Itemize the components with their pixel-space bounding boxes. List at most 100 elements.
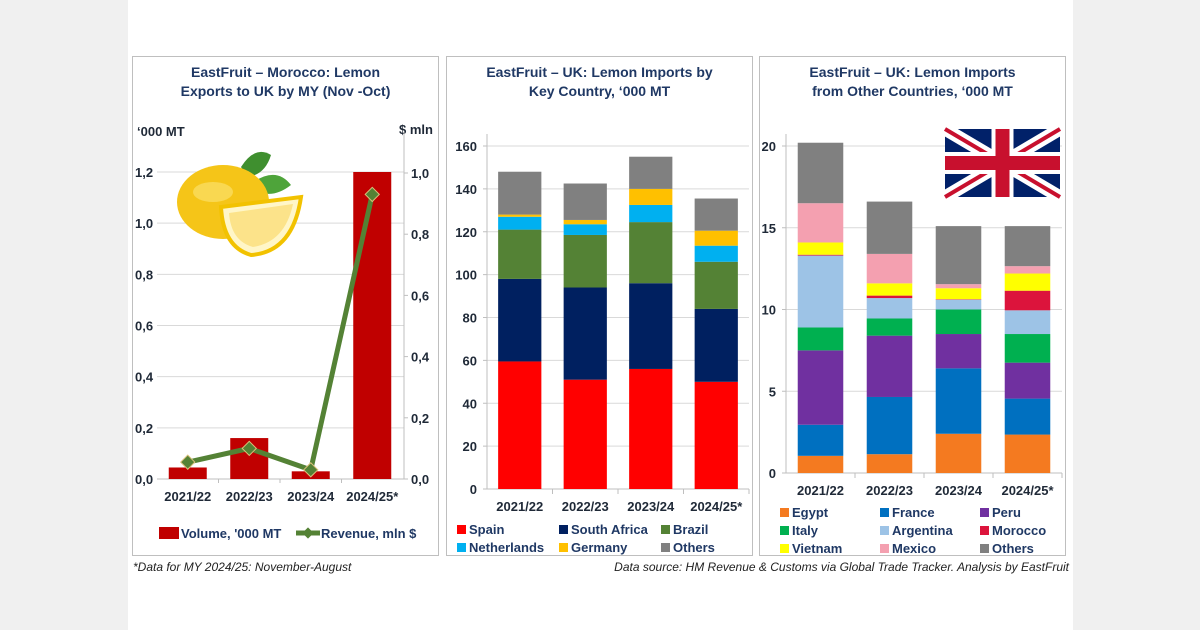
bar-segment-italy — [866, 318, 913, 336]
bar-segment-argentina — [935, 299, 982, 310]
morocco-exports-chart-panel: EastFruit – Morocco: Lemon Exports to UK… — [132, 56, 439, 556]
bar-segment-spain — [629, 368, 673, 489]
left-axis-tick-label: 0,4 — [135, 370, 154, 385]
revenue-line — [187, 193, 375, 474]
legend-label-others: Others — [673, 540, 715, 555]
bar-segment-others — [866, 201, 913, 254]
chart-1-title-line-1: EastFruit – Morocco: Lemon — [190, 64, 381, 80]
left-axis-tick-label: 0,0 — [135, 472, 153, 487]
legend-swatch-argentina — [880, 526, 889, 535]
chart-2-title: EastFruit – UK: Lemon Imports by Key Cou… — [447, 63, 752, 101]
right-axis-tick-label: 0,4 — [411, 350, 430, 365]
legend-swatch-morocco — [980, 526, 989, 535]
uk-imports-key-country-chart-panel: EastFruit – UK: Lemon Imports by Key Cou… — [446, 56, 753, 556]
x-axis-tick-label: 2021/22 — [797, 483, 844, 498]
x-axis-tick-label: 2024/25* — [690, 499, 743, 514]
legend-marker-revenue — [302, 527, 314, 539]
left-axis-unit-label: ‘000 MT — [137, 124, 185, 139]
legend-swatch-brazil — [661, 525, 670, 534]
legend-label-vietnam: Vietnam — [792, 541, 842, 556]
bar-segment-spain — [563, 379, 607, 489]
chart-2-title-line-2: Key Country, ‘000 MT — [528, 83, 671, 99]
legend-label-spain: Spain — [469, 522, 504, 537]
bar-segment-brazil — [694, 261, 738, 309]
lemon-illustration-part — [241, 151, 271, 177]
legend-swatch-south-africa — [559, 525, 568, 534]
bar-segment-south-africa — [694, 308, 738, 382]
chart-1-title-line-2: Exports to UK by MY (Nov -Oct) — [180, 83, 391, 99]
revenue-marker — [179, 454, 196, 470]
footnote-data-period: *Data for MY 2024/25: November-August — [133, 560, 352, 574]
legend-swatch-germany — [559, 543, 568, 552]
bar-segment-mexico — [797, 203, 844, 243]
y-axis-tick-label: 20 — [463, 439, 477, 454]
bar-segment-morocco — [1004, 290, 1051, 311]
bar-segment-italy — [1004, 334, 1051, 363]
y-axis-tick-label: 60 — [463, 353, 477, 368]
left-axis-tick-label: 1,0 — [135, 216, 153, 231]
bar-segment-morocco — [866, 295, 913, 299]
volume-bar — [353, 172, 392, 479]
bar-segment-vietnam — [797, 242, 844, 255]
left-axis-tick-label: 1,2 — [135, 165, 153, 180]
chart-2-title-line-1: EastFruit – UK: Lemon Imports by — [486, 64, 713, 80]
bar-segment-peru — [1004, 362, 1051, 399]
y-axis-tick-label: 140 — [455, 182, 477, 197]
chart-3-svg: 0 5 10 15 20 2021/22 2022/23 2023/24 2024/25* Egy… — [762, 123, 1064, 556]
uk-flag-icon — [941, 123, 1064, 203]
bar-segment-peru — [866, 335, 913, 397]
lemon-illustration-part — [229, 204, 293, 247]
x-axis-tick-label: 2021/22 — [496, 499, 543, 514]
bar-segment-argentina — [797, 255, 844, 328]
legend-label-mexico: Mexico — [892, 541, 936, 556]
bar-segment-vietnam — [935, 288, 982, 300]
legend-swatch-vietnam — [780, 544, 789, 553]
bar-segment-peru — [797, 350, 844, 425]
bar-segment-netherlands — [498, 216, 542, 230]
bar-segment-netherlands — [563, 224, 607, 235]
bar-segment-vietnam — [866, 283, 913, 296]
bar-segment-mexico — [1004, 266, 1051, 274]
bar-segment-argentina — [1004, 310, 1051, 335]
bar-segment-others — [935, 226, 982, 285]
bar-segment-spain — [498, 361, 542, 489]
bar-segment-others — [1004, 226, 1051, 267]
bar-segment-brazil — [629, 222, 673, 284]
legend-label-morocco: Morocco — [992, 523, 1046, 538]
y-axis-tick-label: 80 — [463, 311, 477, 326]
right-axis-tick-label: 0,6 — [411, 288, 429, 303]
bar-segment-south-africa — [563, 287, 607, 380]
bar-segment-argentina — [866, 298, 913, 319]
legend-label-italy: Italy — [792, 523, 819, 538]
legend-label-revenue: Revenue, mln $ — [321, 526, 417, 541]
y-axis-tick-label: 40 — [463, 396, 477, 411]
right-axis-tick-label: 0,2 — [411, 411, 429, 426]
y-axis-tick-label: 120 — [455, 225, 477, 240]
bar-segment-south-africa — [498, 278, 542, 362]
legend-swatch-netherlands — [457, 543, 466, 552]
bar-segment-germany — [629, 188, 673, 205]
legend-label-volume: Volume, '000 MT — [181, 526, 281, 541]
legend-label-france: France — [892, 505, 935, 520]
legend-swatch-volume — [159, 527, 179, 539]
legend-swatch-others — [980, 544, 989, 553]
y-axis-tick-label: 15 — [762, 221, 776, 236]
bar-segment-others — [694, 198, 738, 231]
bar-segment-others — [498, 171, 542, 215]
legend-label-others: Others — [992, 541, 1034, 556]
bar-segment-egypt — [797, 455, 844, 473]
bar-segment-germany — [694, 230, 738, 246]
bar-segment-mexico — [866, 253, 913, 284]
bar-segment-egypt — [866, 454, 913, 473]
x-axis-tick-label: 2024/25* — [1001, 483, 1054, 498]
legend-swatch-mexico — [880, 544, 889, 553]
x-axis-tick-label: 2023/24 — [627, 499, 675, 514]
legend-swatch-egypt — [780, 508, 789, 517]
uk-imports-other-countries-chart-panel: EastFruit – UK: Lemon Imports from Other… — [759, 56, 1066, 556]
right-axis-tick-label: 0,0 — [411, 472, 429, 487]
bar-segment-france — [797, 424, 844, 456]
bar-segment-egypt — [1004, 434, 1051, 473]
chart-2-svg: 0 20 40 60 80 100 120 140 160 2021/22 2022/23 2023/… — [455, 134, 750, 555]
bar-segment-germany — [498, 214, 542, 217]
bar-segment-morocco — [797, 254, 844, 256]
